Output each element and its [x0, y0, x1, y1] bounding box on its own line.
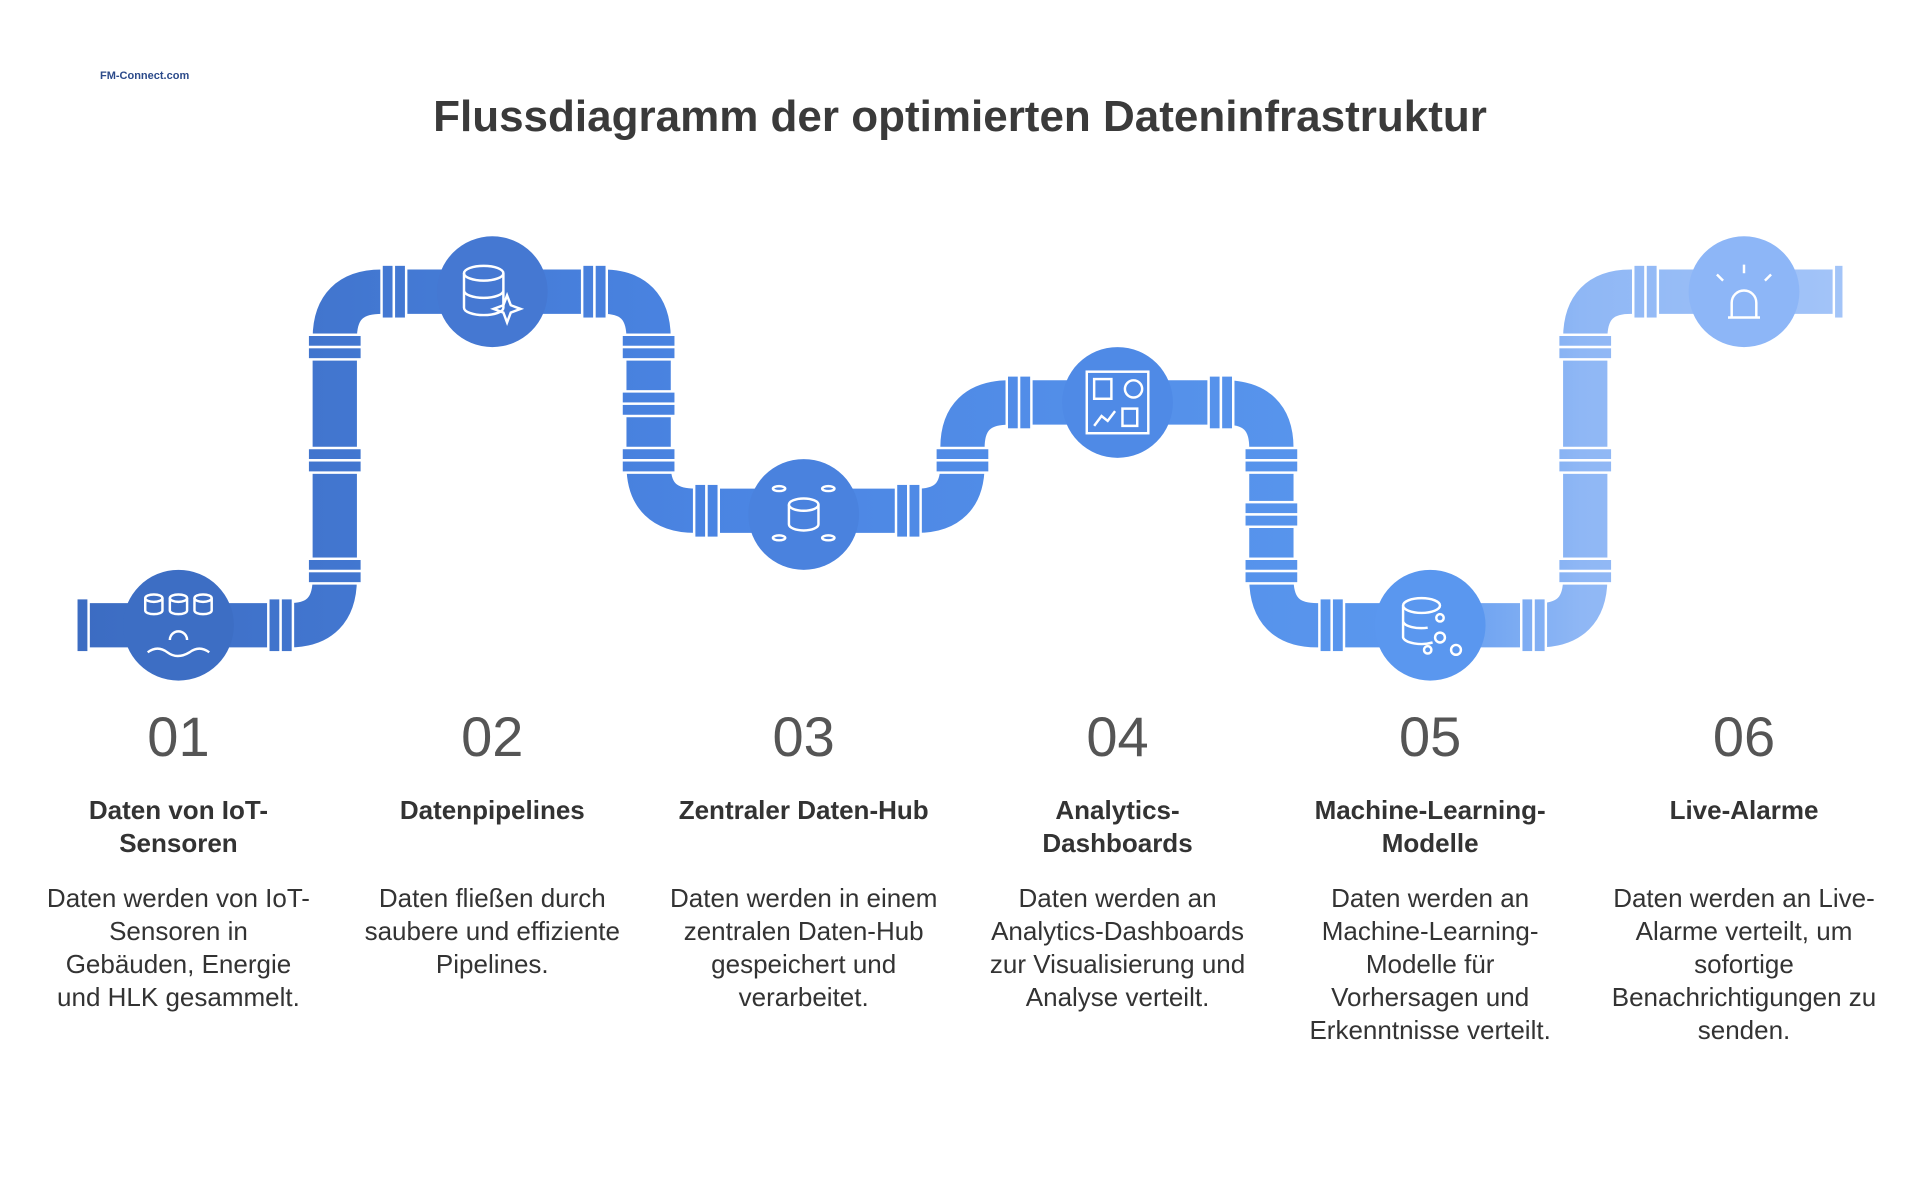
step: 05 Machine-Learning-Modelle Daten werden a…: [1295, 702, 1565, 1047]
step: 01 Daten von IoT-Sensoren Daten werden von…: [43, 702, 313, 1014]
flanges: [75, 263, 1845, 654]
step-number: 04: [1086, 705, 1149, 768]
step-description: Daten fließen durch saubere und effizien…: [364, 883, 620, 979]
step-title: Daten von IoT-Sensoren: [88, 795, 269, 858]
step-number: 05: [1398, 705, 1462, 768]
step-number: 06: [1712, 705, 1776, 768]
step-title: Machine-Learning-Modelle: [1314, 795, 1546, 858]
page-title: Flussdiagramm der optimierten Dateninfra…: [433, 92, 1487, 141]
step: 02 Datenpipelines Daten fließen durch saub…: [357, 702, 627, 981]
step-title: Datenpipelines: [399, 795, 585, 825]
step-description: Daten werden in einem zentralen Daten-Hu…: [669, 883, 938, 1012]
step: 03 Zentraler Daten-Hub Daten werden in ein…: [669, 702, 939, 1014]
icons: [144, 264, 1772, 658]
step: 04 Analytics-Dashboards Daten werden an An…: [983, 702, 1253, 1014]
step-description: Daten werden an Live-Alarme verteilt, um…: [1611, 883, 1877, 1045]
step: 06 Live-Alarme Daten werden an Live-Alarme…: [1609, 702, 1879, 1047]
step-number: 02: [461, 705, 524, 768]
logo: FM-Connect.com: [100, 70, 190, 82]
step-number: 01: [147, 705, 210, 768]
step-number: 03: [772, 705, 835, 768]
step-description: Daten werden von IoT-Sensoren in Gebäude…: [46, 883, 310, 1012]
step-description: Daten werden an Analytics-Dashboards zur…: [989, 883, 1246, 1012]
step-title: Live-Alarme: [1669, 795, 1819, 825]
step-description: Daten werden an Machine-Learning-Modelle…: [1309, 883, 1551, 1045]
step-title: Zentraler Daten-Hub: [678, 795, 929, 825]
step-title: Analytics-Dashboards: [1042, 795, 1193, 858]
